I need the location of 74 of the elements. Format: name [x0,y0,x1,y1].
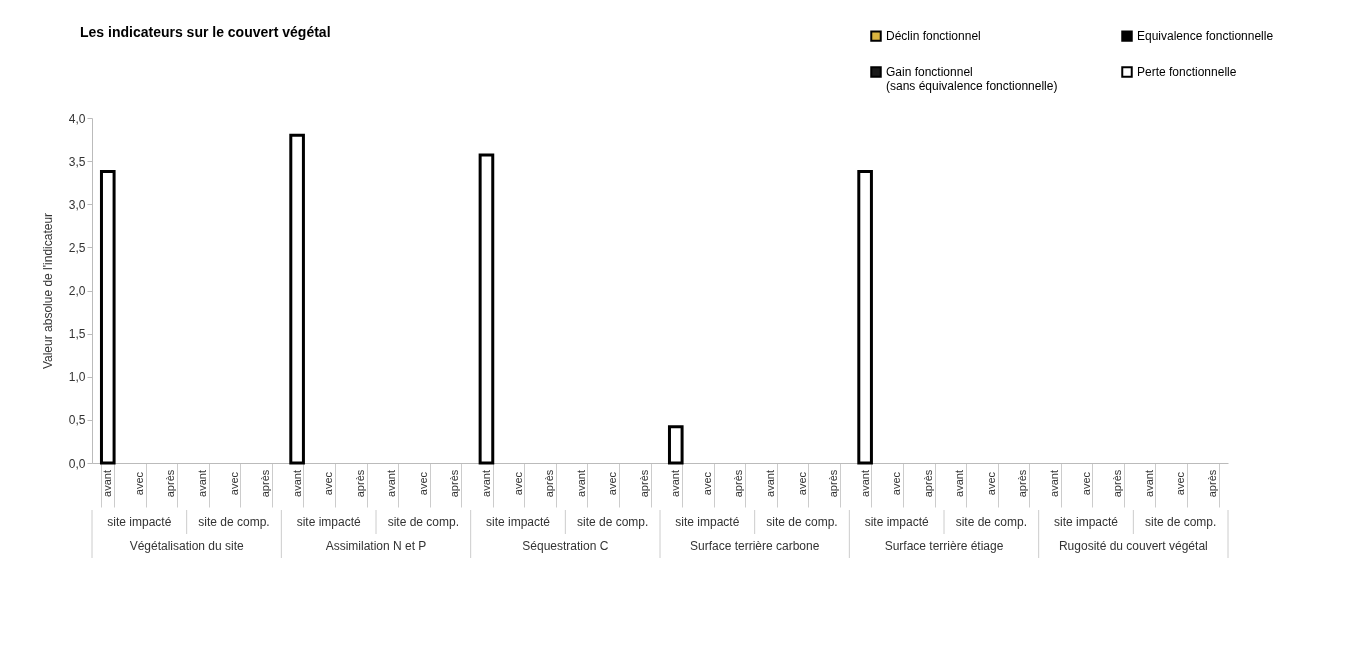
bar [99,169,116,465]
text: site de comp. [1144,515,1217,529]
text: Assimilation N et P [325,539,427,553]
x-tick-label: après [1205,469,1218,498]
x-tick-label: avant [479,470,492,497]
x-tick-label: avant [763,470,776,497]
x-tick-label: avec [227,471,240,496]
x-tick-label: après [921,469,934,498]
x-tick-label: avec [984,471,997,496]
bar [857,169,873,465]
text: Végétalisation du site [129,539,245,553]
bar [478,153,495,465]
x-tick-label: avec [416,471,429,496]
y-tick-label: 2,5 [68,240,86,255]
text: site impacté [296,515,361,529]
text: Surface terrière étiage [884,539,1004,553]
legend-label: Déclin fonctionnel [886,29,981,44]
y-tick-label: 3,0 [68,197,86,212]
text: site impacté [485,515,551,529]
text: site de comp. [576,515,649,529]
y-axis-title: Valeur absolue de l'indicateur [40,212,55,370]
x-tick-label: après [1016,469,1029,498]
y-tick-label: 0,5 [68,413,86,428]
x-tick-label: avec [606,471,619,496]
x-tick-label: après [353,469,366,498]
text: site de comp. [766,515,838,529]
y-tick-label: 1,5 [68,327,86,342]
text: Rugosité du couvert végétal [1058,539,1208,553]
x-tick-label: avec [132,471,145,496]
x-tick-label: avec [511,471,524,496]
x-tick-label: avant [385,470,398,497]
y-tick-label: 4,0 [68,111,86,126]
legend-label: Gain fonctionnel (sans équivalence fonctionnelle) [886,65,1058,93]
x-tick-label: avant [669,470,682,497]
x-tick-label: avec [890,471,903,496]
x-tick-label: après [543,469,556,498]
x-tick-label: avant [574,470,587,497]
x-tick-label: avec [1174,471,1187,496]
x-tick-label: après [637,469,650,498]
x-tick-label: après [732,469,745,498]
y-tick-label: 3,5 [68,154,86,169]
y-tick-label: 0,0 [68,456,86,471]
x-tick-label: avant [858,470,871,497]
text: site impacté [107,515,172,529]
x-tick-label: après [164,469,177,498]
x-tick-label: avant [1047,470,1060,497]
x-tick-label: après [448,469,461,498]
x-tick-label: après [827,469,840,498]
x-tick-label: avec [795,471,808,496]
text: site de comp. [198,515,270,529]
text: site impacté [864,515,929,529]
x-tick-label: après [259,469,272,498]
text: site impacté [1053,515,1119,529]
x-tick-label: avant [290,470,303,497]
y-tick-label: 2,0 [68,284,86,298]
text: Surface terrière carbone [689,539,820,553]
bar [667,425,684,465]
x-tick-label: après [1111,469,1124,498]
text: site impacté [675,515,740,529]
text: site de comp. [955,515,1028,529]
x-tick-label: avant [101,470,114,497]
x-tick-label: avec [322,471,335,496]
x-tick-label: avant [195,470,208,497]
chart-title: Les indicateurs sur le couvert végétal [80,24,331,40]
x-tick-label: avec [1079,471,1092,496]
bar [289,133,305,465]
y-tick-label: 1,0 [68,370,86,385]
legend-label: Equivalence fonctionnelle [1137,29,1274,44]
text: Séquestration C [522,539,609,553]
x-tick-label: avant [1142,470,1155,497]
x-tick-label: avant [953,470,966,497]
text: site de comp. [387,515,460,529]
x-tick-label: avec [700,471,713,496]
legend-label: Perte fonctionnelle [1137,65,1237,79]
